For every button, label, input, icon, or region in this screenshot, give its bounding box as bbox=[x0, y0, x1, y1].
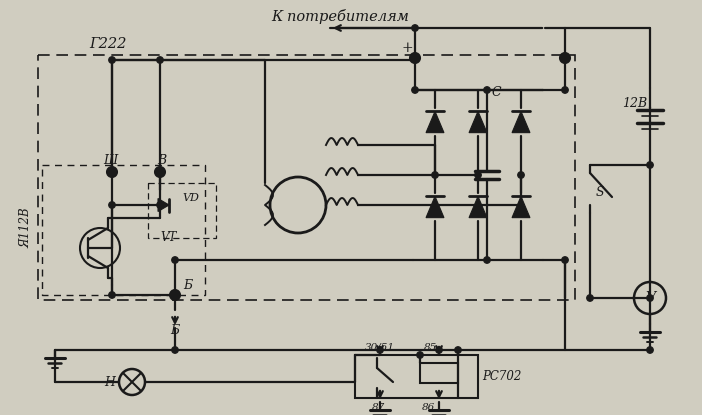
Circle shape bbox=[172, 292, 178, 298]
Text: VT: VT bbox=[160, 230, 176, 244]
Text: S: S bbox=[596, 186, 604, 198]
Circle shape bbox=[157, 57, 163, 63]
Polygon shape bbox=[512, 111, 530, 133]
Polygon shape bbox=[158, 198, 169, 212]
Text: К потребителям: К потребителям bbox=[271, 8, 409, 24]
Circle shape bbox=[109, 202, 115, 208]
Circle shape bbox=[170, 290, 180, 300]
Text: Г222: Г222 bbox=[89, 37, 126, 51]
Polygon shape bbox=[469, 111, 487, 133]
Text: 12В: 12В bbox=[622, 97, 647, 110]
Circle shape bbox=[172, 257, 178, 263]
Circle shape bbox=[412, 25, 418, 31]
Circle shape bbox=[518, 172, 524, 178]
Circle shape bbox=[417, 352, 423, 358]
Circle shape bbox=[172, 347, 178, 353]
Polygon shape bbox=[469, 196, 487, 217]
Text: 85: 85 bbox=[423, 342, 437, 352]
Text: С: С bbox=[492, 85, 502, 98]
Circle shape bbox=[107, 167, 117, 177]
Circle shape bbox=[436, 347, 442, 353]
Circle shape bbox=[455, 347, 461, 353]
Text: Б: Б bbox=[183, 278, 192, 291]
Circle shape bbox=[484, 87, 490, 93]
Circle shape bbox=[155, 167, 165, 177]
Circle shape bbox=[647, 347, 653, 353]
Circle shape bbox=[109, 57, 115, 63]
Circle shape bbox=[562, 257, 568, 263]
Circle shape bbox=[484, 257, 490, 263]
Text: +: + bbox=[401, 41, 413, 55]
Text: Б: Б bbox=[171, 324, 180, 337]
Circle shape bbox=[587, 295, 593, 301]
Text: VD: VD bbox=[182, 193, 199, 203]
Text: Н: Н bbox=[105, 376, 115, 388]
Circle shape bbox=[562, 87, 568, 93]
Circle shape bbox=[560, 53, 570, 63]
Polygon shape bbox=[426, 111, 444, 133]
Text: Я112В: Я112В bbox=[20, 208, 32, 248]
Polygon shape bbox=[512, 196, 530, 217]
Circle shape bbox=[412, 87, 418, 93]
Circle shape bbox=[647, 295, 653, 301]
Text: В: В bbox=[157, 154, 166, 166]
Text: РС702: РС702 bbox=[482, 369, 522, 383]
Circle shape bbox=[377, 347, 383, 353]
Text: 30/51: 30/51 bbox=[365, 342, 395, 352]
Circle shape bbox=[475, 172, 481, 178]
Circle shape bbox=[432, 172, 438, 178]
Text: 86: 86 bbox=[421, 403, 435, 412]
Polygon shape bbox=[426, 196, 444, 217]
Text: Ш: Ш bbox=[103, 154, 117, 166]
Text: 87: 87 bbox=[371, 403, 385, 412]
Circle shape bbox=[157, 202, 163, 208]
Circle shape bbox=[647, 162, 653, 168]
Text: V: V bbox=[645, 291, 655, 305]
Circle shape bbox=[410, 53, 420, 63]
Circle shape bbox=[109, 292, 115, 298]
